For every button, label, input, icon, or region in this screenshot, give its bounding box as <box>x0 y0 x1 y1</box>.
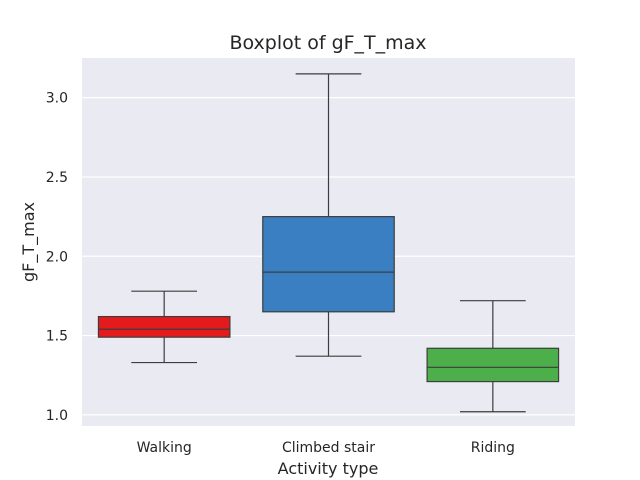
box-body <box>97 315 231 338</box>
chart-title: Boxplot of gF_T_max <box>229 32 426 54</box>
x-tick-labels: Walking Climbed stair Riding <box>137 440 515 456</box>
y-tick-label: 2.0 <box>46 249 68 265</box>
x-axis-label: Activity type <box>278 459 379 478</box>
y-tick-label: 3.0 <box>46 91 68 107</box>
x-tick-label: Walking <box>137 440 192 456</box>
x-tick-label: Climbed stair <box>282 440 375 456</box>
box-group <box>426 300 560 413</box>
box-body <box>262 216 395 313</box>
y-tick-label: 1.5 <box>46 329 68 345</box>
box-group <box>262 73 395 357</box>
box-body <box>426 347 560 383</box>
y-tick-labels: 1.0 1.5 2.0 2.5 3.0 <box>46 91 68 424</box>
y-tick-label: 1.0 <box>46 408 68 424</box>
box-group <box>97 290 231 364</box>
y-tick-label: 2.5 <box>46 170 68 186</box>
x-tick-label: Riding <box>471 440 515 456</box>
y-axis-label: gF_T_max <box>19 202 39 282</box>
boxes-layer <box>97 73 560 413</box>
